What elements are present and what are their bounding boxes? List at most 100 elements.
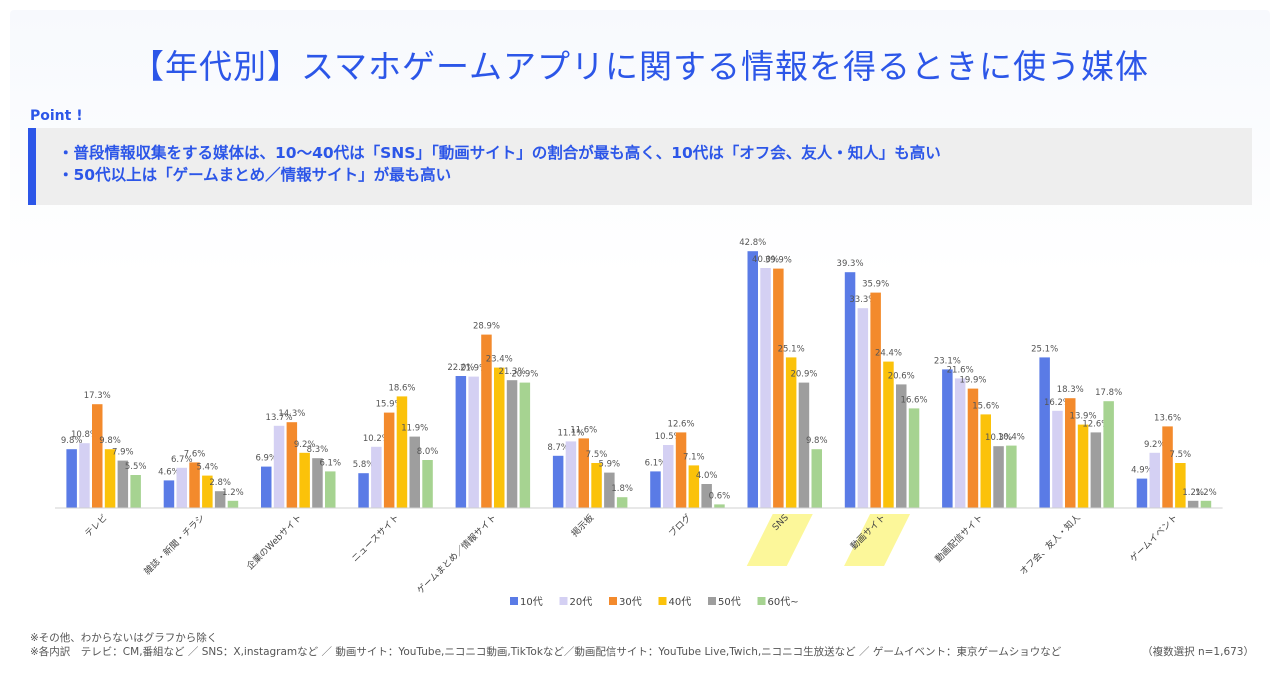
bar [1103,401,1114,508]
bar [942,369,953,508]
bar [552,455,564,508]
point-line-2: ・50代以上は「ゲームまとめ／情報サイト」が最も高い [58,166,452,184]
category-label: 雑誌・新聞・チラシ [141,512,207,578]
bar-value-label: 7.6% [184,449,206,459]
bar-value-label: 18.3% [1057,385,1084,395]
highlight-marker [746,514,813,566]
bar-value-label: 7.9% [112,448,134,458]
bar-value-label: 5.8% [353,460,375,470]
bar-value-label: 6.9% [255,454,277,464]
bar [396,396,408,508]
bar-value-label: 8.0% [417,447,439,457]
bar-value-label: 12.6% [668,419,695,429]
bar-value-label: 11.1% [557,428,584,438]
category-label: ニュースサイト [350,512,402,564]
bar-value-label: 7.5% [1170,450,1192,460]
bar [506,380,518,508]
bar-value-label: 10.8% [71,430,98,440]
bar-value-label: 7.5% [586,450,608,460]
bar-value-label: 6.1% [645,458,667,468]
bar-value-label: 8.7% [547,443,569,453]
bar [79,443,90,508]
bar [954,378,966,508]
bar [371,446,382,508]
bar [967,388,979,508]
bar-value-label: 42.8% [739,238,766,248]
bar [1175,463,1186,508]
bar-value-label: 28.9% [473,322,500,332]
bar-value-label: 17.3% [84,391,111,401]
bar [299,452,310,508]
background-panel [10,10,1270,674]
highlight-marker [844,514,911,566]
bar-value-label: 35.9% [862,280,889,290]
bar [591,463,602,508]
bar-value-label: 10.4% [998,433,1025,443]
bar [1039,357,1050,508]
bar [176,467,187,508]
legend-swatch [708,597,716,605]
bar [857,308,869,508]
bar-value-label: 1.2% [222,488,244,498]
bar-value-label: 25.1% [778,344,805,354]
bar-value-label: 21.6% [947,365,974,375]
bar-value-label: 13.7% [266,413,293,423]
bar [760,268,771,508]
bar [312,458,323,508]
bar-value-label: 39.9% [765,256,792,266]
bar [650,471,661,508]
bar-value-label: 23.4% [486,355,513,365]
bar [273,425,285,508]
bar [494,367,505,508]
bar [578,438,589,508]
bar [844,272,856,508]
bar [261,466,272,508]
bar [675,432,687,508]
bar-value-label: 5.4% [197,463,219,473]
bar-value-label: 4.6% [158,467,180,477]
point-line-1: ・普段情報収集をする媒体は、10〜40代は「SNS」「動画サイト」の割合が最も高… [58,144,941,162]
bar [409,436,420,508]
bar-value-label: 20.9% [790,370,817,380]
bar-value-label: 4.0% [696,471,718,481]
bar-value-label: 13.9% [1070,412,1097,422]
bar-value-label: 6.1% [319,458,341,468]
bar [214,491,226,508]
bar-value-label: 23.1% [934,356,961,366]
bar-value-label: 5.5% [125,462,147,472]
bar [714,504,725,508]
legend-label: 50代 [718,596,741,608]
bar-value-label: 7.1% [683,452,705,462]
bar-value-label: 10.3% [985,433,1012,443]
sample-size-note: （複数選択 n=1,673） [1142,646,1254,658]
category-label: オフ会、友人・知人 [1017,512,1083,578]
bar [1052,410,1063,508]
bar-value-label: 16.6% [901,395,928,405]
bar [66,449,77,508]
bar-value-label: 22.0% [447,363,474,373]
bar [117,460,129,508]
bar [325,471,336,508]
bar [993,446,1004,508]
bar [130,475,141,508]
bar-value-label: 11.9% [401,424,428,434]
category-label: ゲームまとめ／情報サイト [414,512,499,597]
bar [286,422,298,508]
legend-label: 20代 [570,596,593,608]
legend-swatch [757,597,766,605]
bar-value-label: 9.8% [61,436,83,446]
bar [1077,424,1089,508]
bar [1187,500,1199,508]
bar-value-label: 15.9% [376,400,403,410]
category-label: 掲示板 [569,512,597,540]
legend-label: 30代 [619,596,642,608]
legend-label: 40代 [669,596,692,608]
bar-value-label: 17.8% [1095,388,1122,398]
bar-value-label: 10.2% [363,434,390,444]
bar-value-label: 18.6% [388,383,415,393]
legend-swatch [559,597,568,605]
bar-value-label: 9.2% [1144,440,1166,450]
bar [519,382,531,508]
bar [785,357,797,508]
